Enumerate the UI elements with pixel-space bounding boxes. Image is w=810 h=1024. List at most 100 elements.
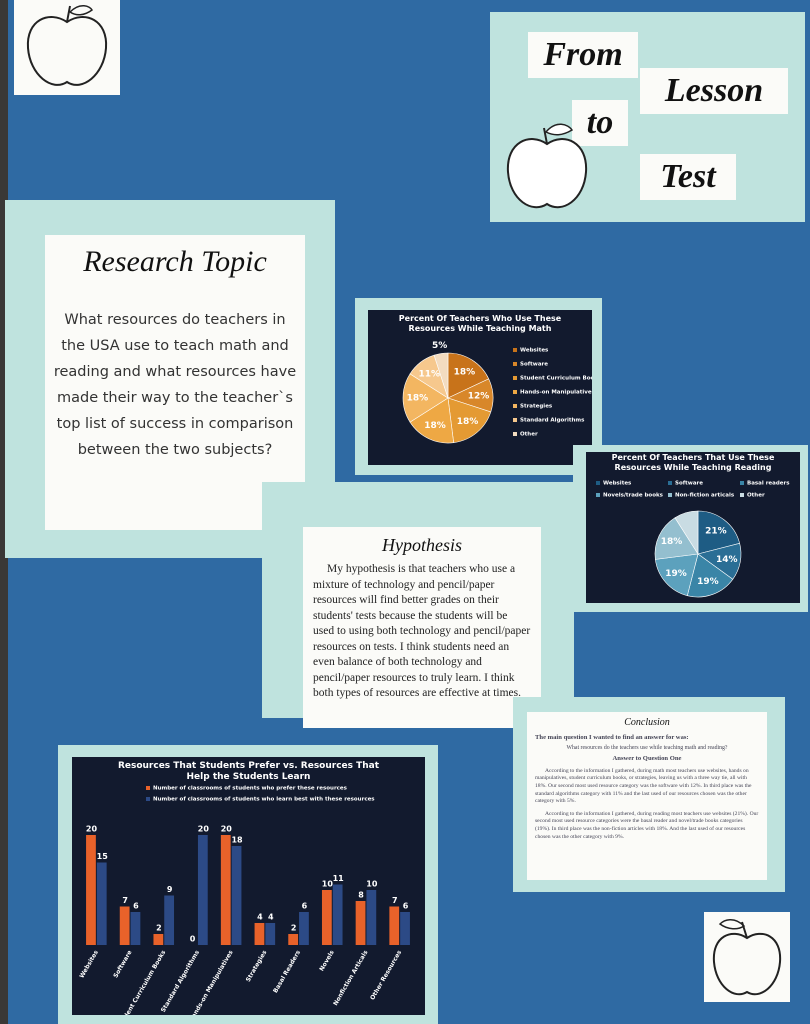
data-label: 5% (432, 341, 447, 351)
bar (130, 912, 141, 945)
pie-slice (433, 352, 449, 399)
chart-title: Percent Of Teachers That Use These Resou… (611, 453, 775, 472)
data-label: 18 (231, 836, 243, 845)
chart-svg: 21% Websites 14% Software 19% Basal readers 19… (596, 481, 790, 598)
apple-card (14, 0, 120, 95)
bar (321, 890, 332, 945)
legend-label: Basal readers (747, 481, 790, 487)
data-label: 8 (358, 891, 364, 900)
bar (197, 835, 208, 945)
chart-title: Resources That Students Prefer vs. Resou… (117, 761, 380, 782)
chart: Percent Of Teachers That Use These Resou… (586, 452, 800, 603)
data-label: 9 (167, 885, 173, 894)
title-panel: From to Lesson Test (490, 12, 805, 222)
data-label: 6 (133, 902, 139, 911)
data-label: 12% (468, 392, 490, 402)
chart-svg: Number of classrooms of students who pre… (78, 786, 410, 1015)
pie-slice (409, 397, 454, 444)
chart: Percent Of Teachers Who Use These Resour… (368, 310, 592, 465)
data-label: 4 (268, 913, 274, 922)
bar (86, 835, 96, 945)
legend-swatch (668, 493, 672, 497)
pie-slice (697, 510, 741, 555)
pie-slice (654, 517, 699, 560)
data-label: 11% (418, 369, 440, 379)
hypothesis-heading: Hypothesis (382, 535, 462, 555)
x-tick-label: Strategies (245, 949, 269, 983)
legend-swatch (513, 432, 517, 436)
legend-swatch (513, 376, 517, 380)
pie-slice (655, 553, 699, 597)
legend-label: Hands-on Manipulatives (520, 390, 592, 396)
legend-swatch (513, 390, 517, 394)
conclusion-paragraph: According to the information I gathered,… (535, 767, 752, 805)
legend-label: Other (520, 432, 538, 438)
data-label: 19% (665, 569, 687, 579)
x-tick-label: Standard Algorithms (160, 949, 201, 1014)
chart: Resources That Students Prefer vs. Resou… (72, 757, 425, 1015)
data-label: 10 (322, 880, 334, 889)
apple-icon (506, 123, 588, 209)
apple-icon (26, 5, 108, 86)
legend-swatch (596, 481, 600, 485)
bar (231, 846, 242, 945)
research-card: Research Topic What resources do teacher… (45, 235, 305, 530)
hypothesis-text: My hypothesis is that teachers who use a… (313, 563, 531, 699)
data-label: 7 (122, 896, 128, 905)
legend-label: Number of classrooms of students who pre… (153, 786, 348, 792)
bar (164, 895, 175, 945)
bar (355, 901, 366, 945)
data-label: 19% (697, 577, 719, 587)
bar (220, 835, 231, 945)
conclusion-answer-heading: Answer to Question One (612, 755, 682, 763)
apple-icon (712, 919, 782, 996)
data-label: 2 (156, 924, 162, 933)
x-tick-label: Basal Readers (272, 949, 302, 994)
legend-swatch (513, 348, 517, 352)
pie-slice (674, 510, 699, 556)
data-label: 18% (407, 394, 429, 404)
bar (400, 912, 410, 945)
pie-slice (447, 352, 490, 399)
data-label: 6 (302, 902, 308, 911)
pie-slice (447, 397, 492, 443)
conclusion-question: What resources do the teachers use while… (566, 744, 728, 751)
conclusion-intro: The main question I wanted to find an an… (535, 734, 689, 741)
data-label: 14% (716, 555, 738, 565)
apple-card (704, 912, 790, 1002)
conclusion-panel: Conclusion The main question I wanted to… (513, 697, 785, 892)
research-panel: Research Topic What resources do teacher… (5, 200, 335, 558)
legend-swatch (668, 481, 672, 485)
bar (96, 862, 107, 945)
chart-title: Percent Of Teachers Who Use These Resour… (398, 314, 562, 333)
legend-label: Software (520, 362, 548, 368)
data-label: 21% (705, 526, 727, 536)
data-label: 20 (86, 825, 98, 834)
bar (366, 890, 377, 945)
legend-label: Websites (603, 481, 632, 487)
title-word: Lesson (640, 68, 788, 114)
data-label: 4 (257, 913, 263, 922)
research-text: What resources do teachers in the USA us… (53, 312, 297, 458)
legend-swatch (513, 362, 517, 366)
pie-slice (402, 373, 449, 423)
conclusion-heading: Conclusion (624, 717, 670, 728)
bar (153, 934, 164, 945)
legend-label: Standard Algorithms (520, 418, 585, 424)
data-label: 2 (291, 924, 297, 933)
data-label: 20 (221, 825, 233, 834)
research-heading: Research Topic (83, 245, 267, 278)
conclusion-card: Conclusion The main question I wanted to… (527, 712, 767, 880)
legend-label: Strategies (520, 404, 553, 410)
data-label: 11 (333, 874, 345, 883)
legend-label: Software (675, 481, 703, 487)
conclusion-paragraph: According to the information I gathered,… (535, 810, 759, 840)
chart-svg: 18% Websites 12% Software 18% Student Curricu… (402, 341, 592, 444)
legend-label: Other (747, 493, 765, 499)
legend-swatch (740, 481, 744, 485)
legend-label: Student Curriculum Books (520, 376, 592, 382)
bar (288, 934, 299, 945)
bar (389, 906, 400, 945)
legend-label: Number of classrooms of students who lea… (153, 797, 375, 803)
